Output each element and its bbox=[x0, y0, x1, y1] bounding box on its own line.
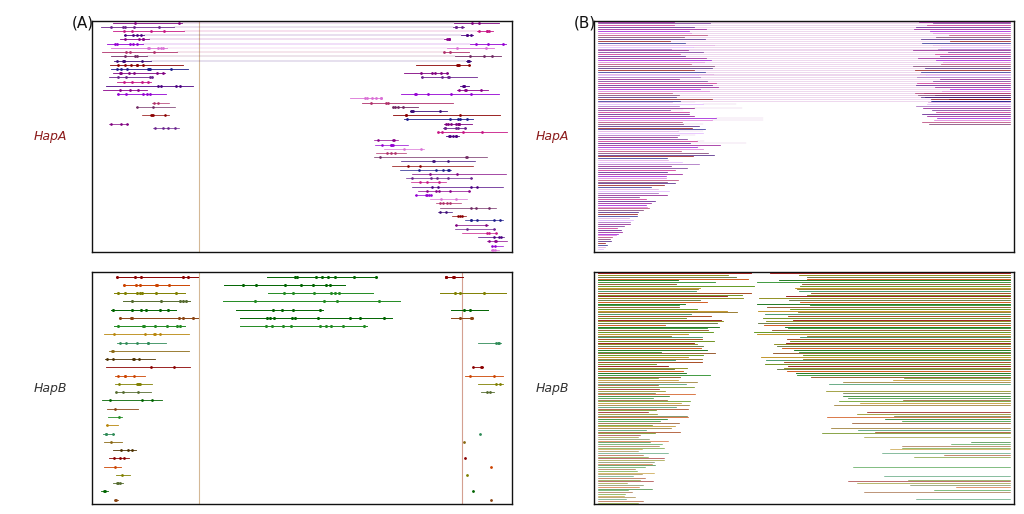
Text: (B): (B) bbox=[573, 15, 596, 30]
Text: HapB: HapB bbox=[536, 381, 568, 395]
Text: HapB: HapB bbox=[34, 381, 67, 395]
Text: (A): (A) bbox=[72, 15, 94, 30]
Text: HapA: HapA bbox=[536, 130, 568, 143]
Text: HapA: HapA bbox=[34, 130, 67, 143]
